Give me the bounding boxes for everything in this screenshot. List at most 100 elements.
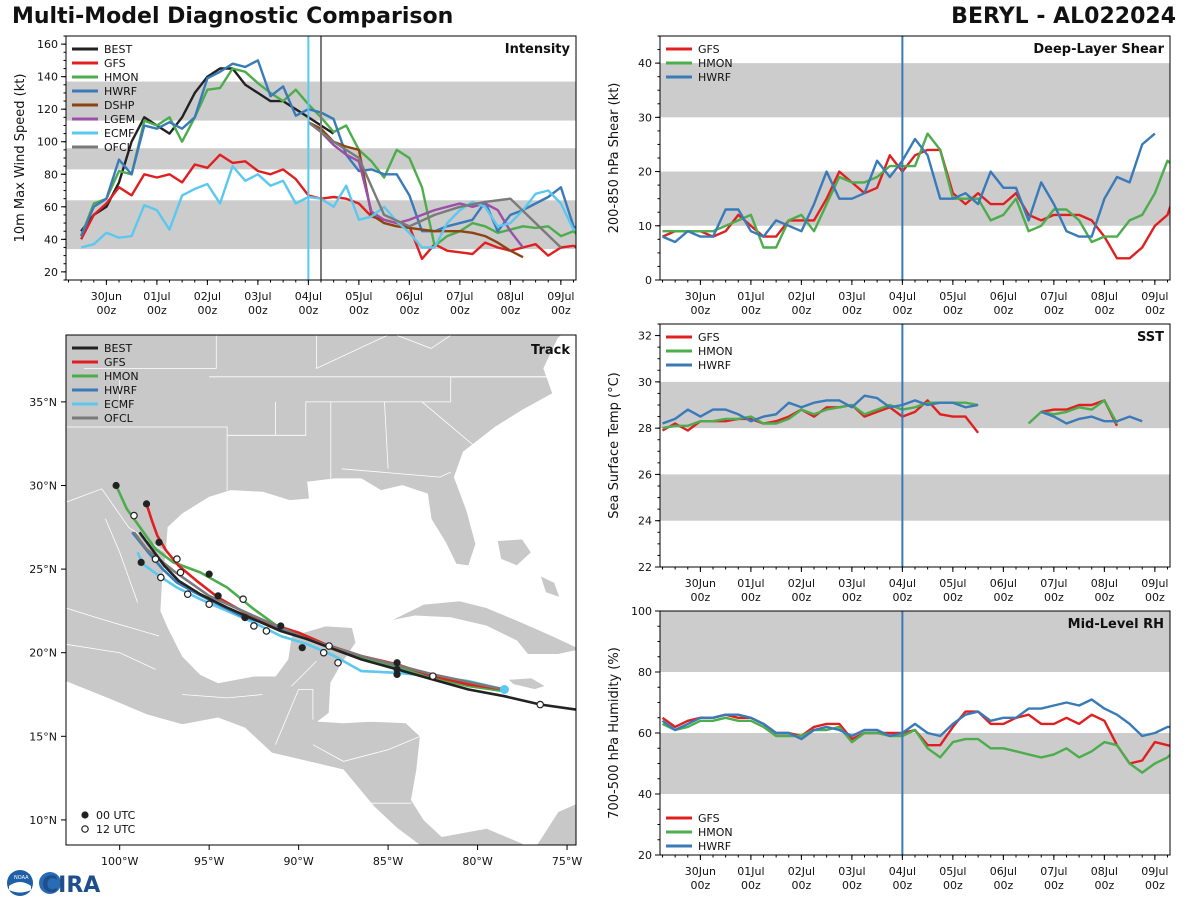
- track-legend-label-ecmf: ECMF: [104, 398, 134, 411]
- sst-xtick-label: 30Jun: [685, 577, 716, 590]
- intensity-ytick-label: 120: [37, 103, 58, 116]
- track-legend-label-hmon: HMON: [104, 370, 139, 383]
- rh-line-hmon: [661, 716, 1170, 774]
- shear-ytick-label: 30: [638, 111, 652, 124]
- track-marker-12utc: [239, 595, 247, 603]
- border-mx-states-1: [105, 518, 138, 603]
- rh-band-1: [660, 611, 1170, 672]
- sst-xtick-sublabel: 00z: [993, 591, 1013, 604]
- globe-icon: [39, 872, 61, 894]
- track-legend-label-hwrf: HWRF: [104, 384, 137, 397]
- border-guatemala: [275, 689, 314, 745]
- rh-ytick-label: 100: [631, 605, 652, 618]
- page-title: Multi-Model Diagnostic Comparison: [12, 4, 454, 29]
- intensity-xtick-sublabel: 00z: [349, 304, 369, 317]
- track-ytick-label: 15°N: [29, 730, 57, 743]
- border-honduras: [312, 735, 421, 762]
- rh-legend-label-hmon: HMON: [698, 826, 733, 839]
- track-marker-00utc: [393, 659, 401, 667]
- track-marker-12utc: [157, 573, 165, 582]
- shear-ylabel: 200-850 hPa Shear (kt): [607, 83, 622, 234]
- track-marker-12utc: [429, 672, 437, 680]
- border-mx-states-2: [66, 607, 160, 637]
- track-legend-label-ofcl: OFCL: [104, 412, 134, 425]
- land-jamaica: [507, 677, 547, 690]
- border-ohio-river: [316, 335, 452, 370]
- land-north-america: [66, 335, 563, 845]
- shear-xtick-label: 04Jul: [889, 290, 916, 303]
- rh-line-hwrf: [661, 698, 1170, 741]
- sst-panel: 22242628303230Jun00z01Jul00z02Jul00z03Ju…: [607, 323, 1171, 604]
- shear-xtick-label: 06Jul: [990, 290, 1017, 303]
- rh-xtick-sublabel: 00z: [993, 879, 1013, 892]
- sst-legend-label-hwrf: HWRF: [698, 359, 731, 372]
- track-marker-12utc: [250, 622, 258, 630]
- rh-xtick-sublabel: 00z: [943, 879, 963, 892]
- track-ytick-label: 35°N: [29, 396, 57, 409]
- intensity-ytick-label: 20: [44, 266, 58, 279]
- rh-ylabel: 700-500 hPa Humidity (%): [607, 647, 622, 819]
- track-line-best: [138, 531, 576, 711]
- sst-xtick-label: 06Jul: [990, 577, 1017, 590]
- rh-xtick-label: 07Jul: [1040, 865, 1067, 878]
- intensity-legend-label-best: BEST: [104, 43, 132, 56]
- intensity-xtick-sublabel: 00z: [248, 304, 268, 317]
- track-legend-marker-00utc: [81, 811, 89, 819]
- intensity-xtick-label: 07Jul: [446, 290, 473, 303]
- track-marker-12utc: [183, 590, 192, 598]
- track-frame: [65, 334, 577, 846]
- track-marker-12utc: [205, 600, 213, 609]
- track-ytick-label: 25°N: [29, 563, 57, 576]
- sst-plot-area: [660, 324, 1170, 567]
- sst-ytick-label: 28: [638, 422, 652, 435]
- track-marker-00utc: [393, 670, 401, 679]
- shear-xtick-sublabel: 00z: [741, 304, 761, 317]
- rh-xtick-sublabel: 00z: [741, 879, 761, 892]
- intensity-xtick-label: 04Jul: [295, 290, 322, 303]
- track-ytick-label: 20°N: [29, 647, 57, 660]
- intensity-ytick-label: 160: [37, 38, 58, 51]
- intensity-ytick-label: 100: [37, 136, 58, 149]
- intensity-xtick-label: 09Jul: [547, 290, 574, 303]
- intensity-legend-label-dshp: DSHP: [104, 99, 135, 112]
- intensity-xtick-sublabel: 00z: [147, 304, 167, 317]
- track-legend-label-gfs: GFS: [104, 356, 126, 369]
- sst-ytick-label: 26: [638, 468, 652, 481]
- sst-xtick-sublabel: 00z: [1094, 591, 1114, 604]
- shear-xtick-sublabel: 00z: [993, 304, 1013, 317]
- track-marker-12utc: [536, 700, 545, 709]
- border-mx-states-3: [66, 643, 156, 670]
- border-florida-n: [341, 468, 451, 478]
- track-marker-12utc: [130, 511, 138, 520]
- track-marker-00utc: [277, 622, 285, 630]
- intensity-xtick-sublabel: 00z: [551, 304, 571, 317]
- intensity-xtick-label: 02Jul: [194, 290, 221, 303]
- track-ytick-label: 10°N: [29, 814, 57, 827]
- shear-xtick-label: 03Jul: [838, 290, 865, 303]
- sst-legend-label-hmon: HMON: [698, 345, 733, 358]
- shear-xtick-label: 07Jul: [1040, 290, 1067, 303]
- track-marker-12utc: [325, 642, 333, 650]
- intensity-xtick-sublabel: 00z: [97, 304, 117, 317]
- intensity-xtick-sublabel: 00z: [298, 304, 318, 317]
- rh-xtick-label: 30Jun: [685, 865, 716, 878]
- rh-xtick-sublabel: 00z: [1094, 879, 1114, 892]
- sst-ytick-label: 30: [638, 376, 652, 389]
- shear-xtick-label: 02Jul: [788, 290, 815, 303]
- track-marker-00utc: [298, 644, 306, 652]
- shear-title: Deep-Layer Shear: [1033, 42, 1164, 57]
- intensity-line-lgem: [307, 121, 524, 249]
- sst-ylabel: Sea Surface Temp (°C): [607, 372, 622, 519]
- track-marker-00utc: [393, 665, 401, 674]
- shear-series-group: [662, 132, 1170, 260]
- rh-ytick-label: 40: [638, 788, 652, 801]
- land-south-america: [536, 803, 576, 845]
- rh-ytick-label: 60: [638, 727, 652, 740]
- track-xtick-label: 95°W: [194, 855, 224, 868]
- intensity-xtick-label: 06Jul: [396, 290, 423, 303]
- intensity-legend-label-ofcl: OFCL: [104, 141, 134, 154]
- intensity-series-group: [79, 59, 576, 261]
- intensity-xtick-label: 30Jun: [91, 290, 122, 303]
- shear-ytick-label: 20: [638, 166, 652, 179]
